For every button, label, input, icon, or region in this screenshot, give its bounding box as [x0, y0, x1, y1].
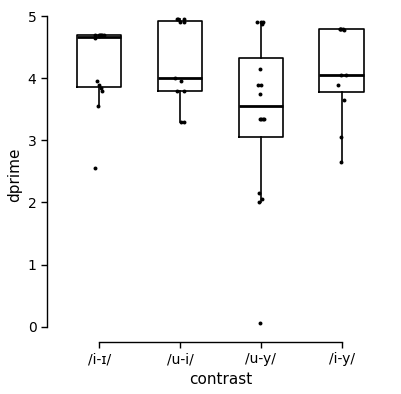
- Point: [257, 66, 264, 72]
- Point: [181, 19, 187, 26]
- Point: [342, 72, 349, 78]
- Point: [259, 20, 265, 27]
- Point: [258, 19, 264, 26]
- Point: [256, 115, 263, 122]
- Point: [341, 97, 347, 103]
- Point: [260, 19, 266, 26]
- Point: [181, 87, 188, 94]
- Point: [99, 32, 105, 38]
- Point: [99, 87, 105, 94]
- Point: [181, 16, 187, 22]
- Point: [172, 75, 179, 82]
- Point: [181, 119, 187, 125]
- Point: [101, 32, 107, 38]
- Point: [178, 78, 184, 85]
- Point: [337, 26, 344, 32]
- Point: [175, 16, 181, 22]
- Point: [98, 84, 104, 91]
- Point: [177, 119, 184, 125]
- Point: [260, 115, 267, 122]
- Point: [174, 16, 180, 22]
- Point: [256, 91, 263, 97]
- Point: [255, 82, 261, 88]
- Point: [95, 32, 102, 38]
- Point: [254, 19, 261, 26]
- Point: [257, 320, 263, 327]
- Point: [258, 196, 265, 203]
- Y-axis label: dprime: dprime: [7, 147, 22, 202]
- Point: [337, 26, 343, 32]
- Point: [98, 32, 105, 38]
- Point: [92, 32, 98, 38]
- Point: [97, 32, 103, 38]
- Point: [96, 33, 103, 39]
- Point: [92, 165, 98, 171]
- Point: [338, 159, 344, 165]
- Point: [257, 82, 264, 88]
- Point: [96, 82, 103, 88]
- Point: [176, 19, 183, 26]
- Point: [94, 78, 100, 85]
- Point: [261, 115, 267, 122]
- Point: [255, 199, 262, 206]
- Point: [340, 27, 347, 33]
- Point: [335, 82, 342, 88]
- Point: [338, 72, 344, 78]
- Point: [92, 35, 98, 41]
- Point: [338, 134, 344, 140]
- Point: [338, 26, 344, 32]
- X-axis label: contrast: contrast: [189, 372, 252, 387]
- Point: [340, 26, 346, 32]
- Point: [256, 190, 262, 196]
- Point: [174, 87, 180, 94]
- Point: [257, 115, 264, 122]
- Point: [95, 103, 101, 110]
